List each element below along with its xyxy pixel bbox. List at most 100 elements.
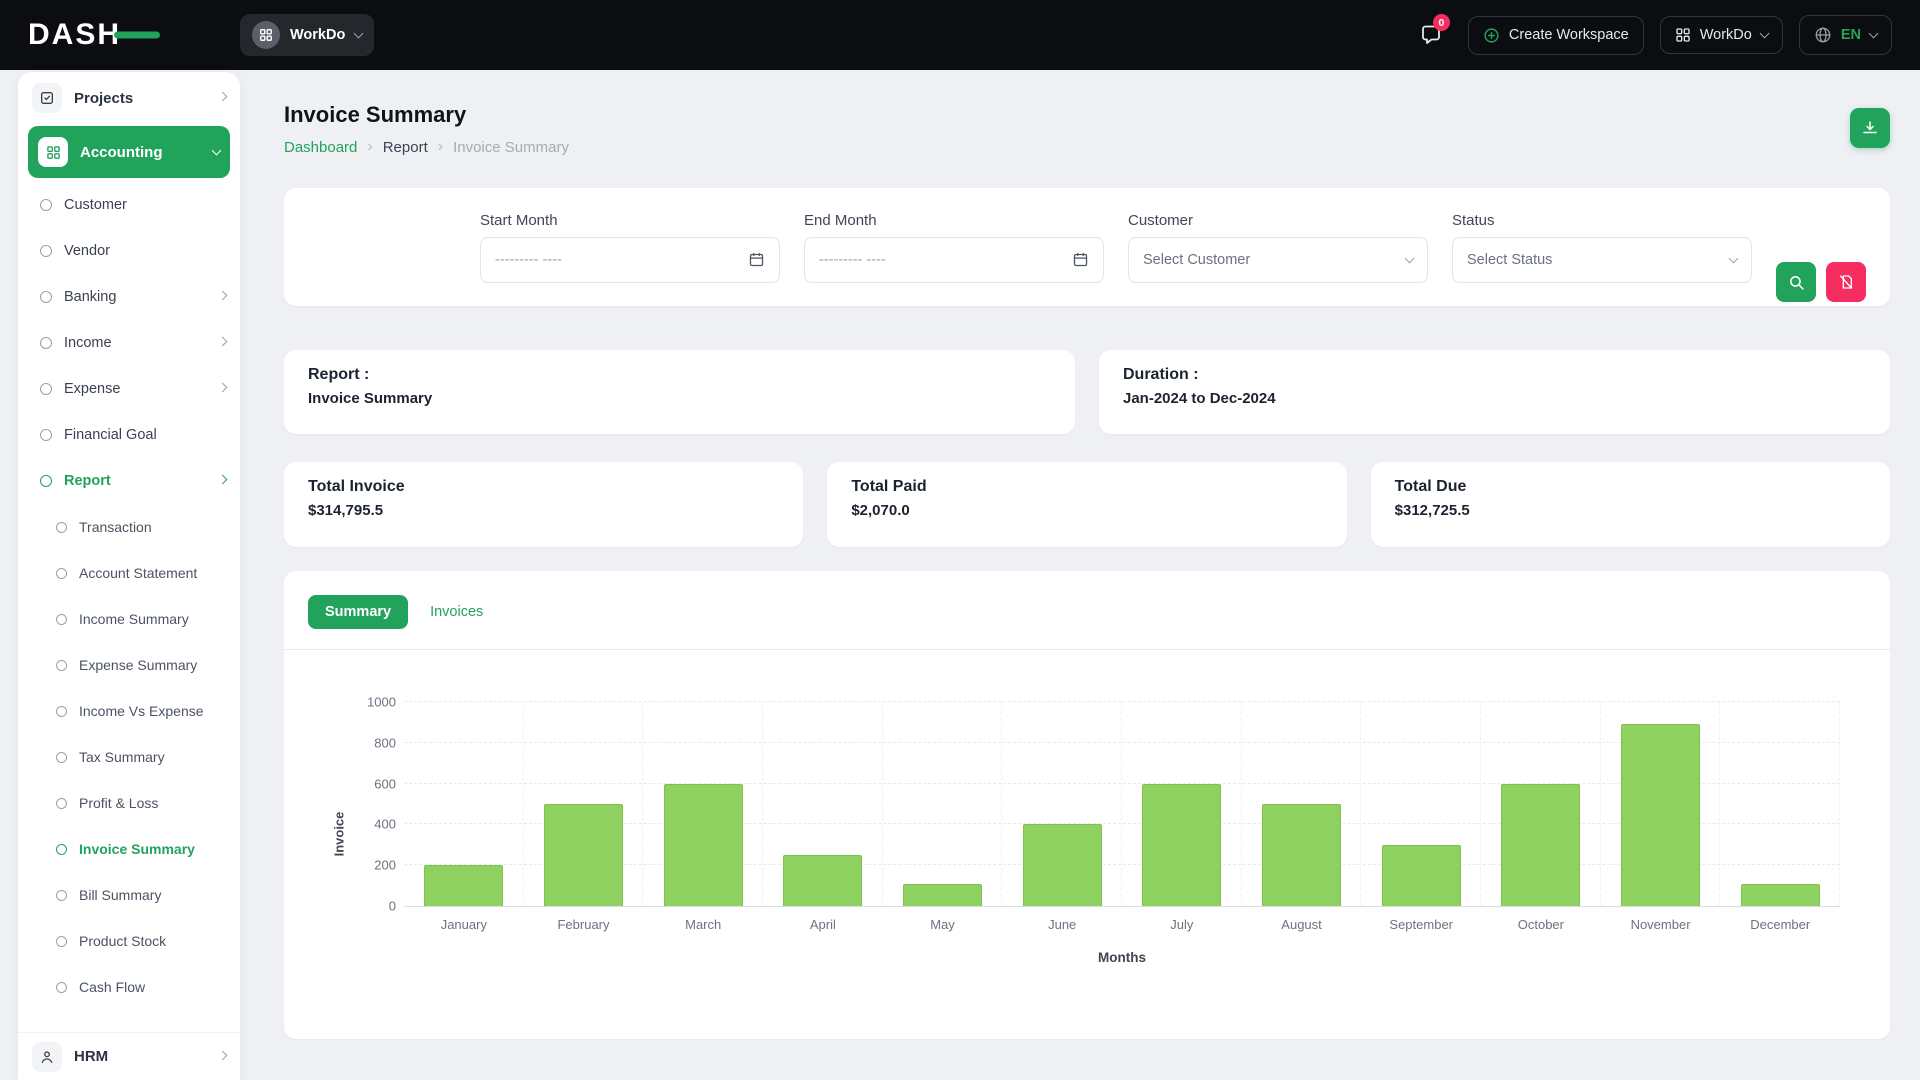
y-axis-title: Invoice xyxy=(332,799,347,869)
chart-tabs: Summary Invoices xyxy=(308,595,1866,629)
sidebar-item-vendor[interactable]: Vendor xyxy=(18,228,240,274)
breadcrumb-separator: › xyxy=(438,138,443,156)
chart-bar-august[interactable] xyxy=(1262,804,1341,906)
chart-bar-slot xyxy=(1361,702,1481,906)
tab-invoices[interactable]: Invoices xyxy=(430,604,483,620)
chart-bar-may[interactable] xyxy=(903,884,982,906)
sidebar-item-banking[interactable]: Banking xyxy=(18,274,240,320)
x-axis-tick: February xyxy=(524,917,644,932)
logo: DASH xyxy=(28,18,240,52)
messages-button[interactable]: 0 xyxy=(1410,14,1452,56)
chevron-down-icon xyxy=(1759,29,1769,39)
apply-filter-button[interactable] xyxy=(1776,262,1816,302)
logo-text: DASH xyxy=(28,18,121,51)
status-select-value: Select Status xyxy=(1467,252,1730,268)
bullet-icon xyxy=(56,660,67,671)
chart-bar-february[interactable] xyxy=(544,804,623,906)
sidebar-item-label: Bill Summary xyxy=(79,887,226,903)
workspace-pill[interactable]: WorkDo xyxy=(240,14,374,56)
sidebar-item-projects[interactable]: Projects xyxy=(18,74,240,122)
status-select[interactable]: Select Status xyxy=(1452,237,1752,283)
sidebar-item-expense-summary[interactable]: Expense Summary xyxy=(18,642,240,688)
sidebar-item-invoice-summary[interactable]: Invoice Summary xyxy=(18,826,240,872)
sidebar-item-label: HRM xyxy=(74,1048,207,1065)
check-square-icon xyxy=(32,83,62,113)
x-axis-tick: November xyxy=(1601,917,1721,932)
sidebar-scroll[interactable]: Projects Accounting Customer Vendor Bank… xyxy=(18,72,240,1032)
chart-bar-july[interactable] xyxy=(1142,784,1221,906)
workspace-switcher-label: WorkDo xyxy=(1700,27,1752,43)
sidebar-item-expense[interactable]: Expense xyxy=(18,366,240,412)
download-button[interactable] xyxy=(1850,108,1890,148)
sidebar-item-cash-flow[interactable]: Cash Flow xyxy=(18,964,240,1010)
breadcrumb-dashboard[interactable]: Dashboard xyxy=(284,139,357,156)
hrm-icon xyxy=(32,1042,62,1072)
sidebar-item-income-vs-expense[interactable]: Income Vs Expense xyxy=(18,688,240,734)
bullet-icon xyxy=(56,752,67,763)
accounting-grid-icon xyxy=(38,137,68,167)
duration-label: Duration : xyxy=(1123,366,1866,384)
y-axis-tick: 800 xyxy=(354,735,396,750)
x-axis-tick: April xyxy=(763,917,883,932)
y-axis-tick: 200 xyxy=(354,858,396,873)
chart-bar-slot xyxy=(524,702,644,906)
breadcrumb-report[interactable]: Report xyxy=(383,139,428,156)
bullet-icon xyxy=(56,798,67,809)
sidebar-item-product-stock[interactable]: Product Stock xyxy=(18,918,240,964)
workspace-name: WorkDo xyxy=(290,27,345,43)
sidebar-item-customer[interactable]: Customer xyxy=(18,182,240,228)
language-selector[interactable]: EN xyxy=(1799,15,1892,55)
chart-bar-march[interactable] xyxy=(664,784,743,906)
x-axis-tick: March xyxy=(643,917,763,932)
x-axis-title: Months xyxy=(404,950,1840,965)
chart-bar-january[interactable] xyxy=(424,865,503,906)
chart-bar-september[interactable] xyxy=(1382,845,1461,906)
create-workspace-button[interactable]: Create Workspace xyxy=(1468,16,1644,55)
y-axis-tick: 0 xyxy=(354,899,396,914)
sidebar-item-profit-loss[interactable]: Profit & Loss xyxy=(18,780,240,826)
sidebar-item-label: Financial Goal xyxy=(64,427,226,443)
chart-bar-october[interactable] xyxy=(1501,784,1580,906)
sidebar-item-label: Customer xyxy=(64,197,226,213)
plus-circle-icon xyxy=(1483,27,1500,44)
x-axis-tick: May xyxy=(883,917,1003,932)
workspace-switcher[interactable]: WorkDo xyxy=(1660,16,1783,54)
status-field-group: Status Select Status xyxy=(1452,212,1752,283)
sidebar-item-income[interactable]: Income xyxy=(18,320,240,366)
x-axis-tick: October xyxy=(1481,917,1601,932)
sidebar-item-bill-summary[interactable]: Bill Summary xyxy=(18,872,240,918)
sidebar-item-hrm[interactable]: HRM xyxy=(18,1032,240,1080)
sidebar-item-income-summary[interactable]: Income Summary xyxy=(18,596,240,642)
reset-filter-button[interactable] xyxy=(1826,262,1866,302)
chart-bar-slot xyxy=(1122,702,1242,906)
sidebar-item-label: Income Summary xyxy=(79,611,226,627)
x-axis-tick: December xyxy=(1720,917,1840,932)
tab-summary[interactable]: Summary xyxy=(308,595,408,629)
tab-divider xyxy=(284,649,1890,650)
sidebar-item-label: Cash Flow xyxy=(79,979,226,995)
chart-bar-december[interactable] xyxy=(1741,884,1820,906)
bullet-icon xyxy=(56,844,67,855)
start-month-input[interactable]: --------- ---- xyxy=(480,237,780,283)
total-invoice-card: Total Invoice $314,795.5 xyxy=(284,462,803,547)
sidebar-item-tax-summary[interactable]: Tax Summary xyxy=(18,734,240,780)
chart-bar-slot xyxy=(643,702,763,906)
create-workspace-label: Create Workspace xyxy=(1509,27,1629,43)
bullet-icon xyxy=(56,706,67,717)
workspace-avatar xyxy=(252,21,280,49)
search-icon xyxy=(1788,274,1805,291)
bullet-icon xyxy=(40,429,52,441)
sidebar-item-transaction[interactable]: Transaction xyxy=(18,504,240,550)
chart-bar-april[interactable] xyxy=(783,855,862,906)
sidebar-item-account-statement[interactable]: Account Statement xyxy=(18,550,240,596)
chart-bar-november[interactable] xyxy=(1621,724,1700,906)
sidebar-item-accounting[interactable]: Accounting xyxy=(28,126,230,178)
status-label: Status xyxy=(1452,212,1752,229)
chart-bar-june[interactable] xyxy=(1023,824,1102,906)
end-month-input[interactable]: --------- ---- xyxy=(804,237,1104,283)
sidebar-item-report[interactable]: Report xyxy=(18,458,240,504)
start-month-placeholder: --------- ---- xyxy=(495,252,748,268)
chart-bar-slot xyxy=(1601,702,1721,906)
customer-select[interactable]: Select Customer xyxy=(1128,237,1428,283)
sidebar-item-financial-goal[interactable]: Financial Goal xyxy=(18,412,240,458)
